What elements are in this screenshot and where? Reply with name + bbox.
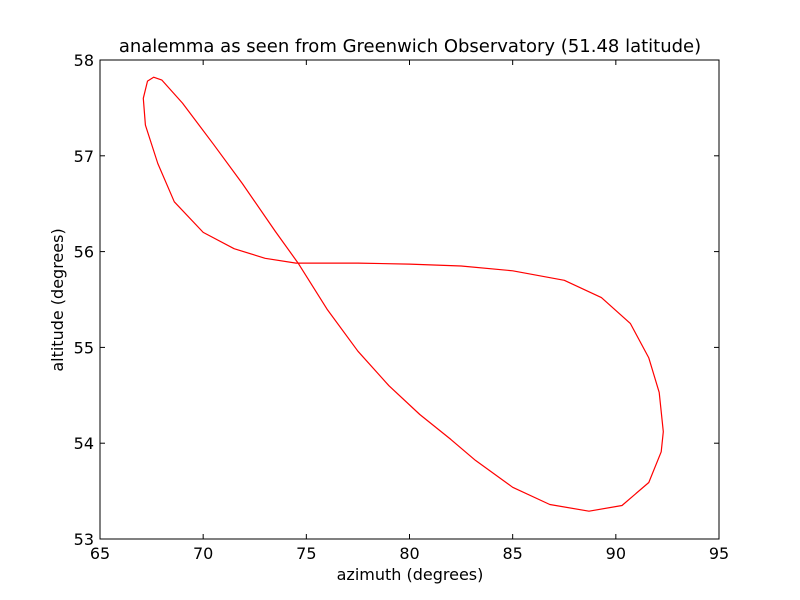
x-tick-label: 90 (606, 544, 626, 563)
y-tick-label: 58 (74, 51, 94, 70)
y-tick-label: 54 (74, 434, 94, 453)
plot-frame (99, 59, 720, 540)
y-tick-label: 56 (74, 243, 94, 262)
y-axis-label: altitude (degrees) (48, 228, 67, 371)
y-tick-label: 57 (74, 147, 94, 166)
series-line-0 (142, 76, 664, 512)
x-tick-label: 65 (90, 544, 110, 563)
x-axis-label: azimuth (degrees) (337, 565, 484, 584)
x-tick-label: 70 (193, 544, 213, 563)
y-tick-label: 53 (74, 530, 94, 549)
x-tick-label: 85 (502, 544, 522, 563)
plot-area: 65 70 75 80 85 90 95 53 54 55 56 57 58 (74, 51, 730, 563)
x-tick-label: 80 (399, 544, 419, 563)
y-tick-label: 55 (74, 338, 94, 357)
chart-title: analemma as seen from Greenwich Observat… (119, 36, 701, 57)
x-tick-label: 95 (709, 544, 729, 563)
x-tick-label: 75 (296, 544, 316, 563)
